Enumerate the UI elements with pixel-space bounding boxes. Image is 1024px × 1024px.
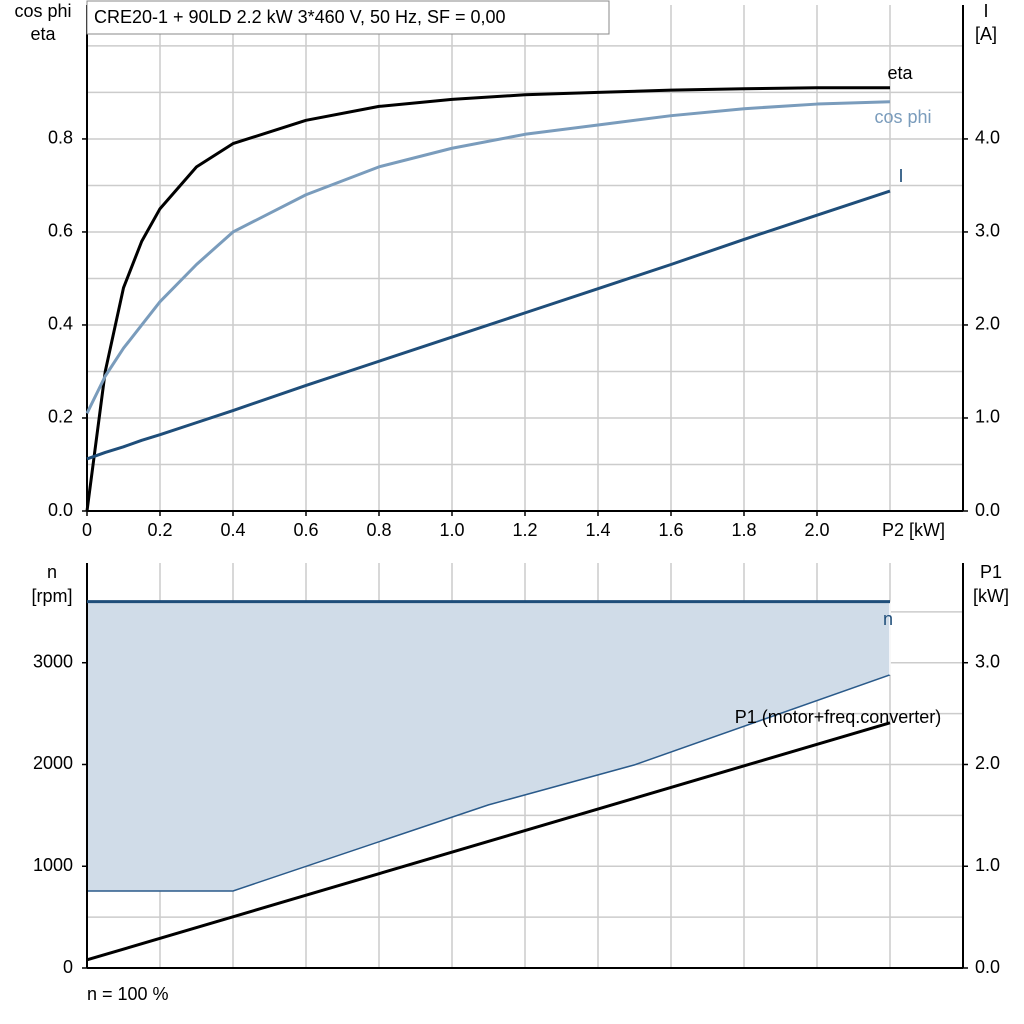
y-axis-label: n [47, 562, 57, 582]
y2-tick-label: 3.0 [975, 221, 1000, 241]
y-tick-label: 0 [63, 957, 73, 977]
series-label: I [898, 166, 903, 186]
series-label: P1 (motor+freq.converter) [735, 707, 942, 727]
note: n = 100 % [87, 984, 169, 1004]
range-lower-edge [87, 674, 891, 892]
chart-title: CRE20-1 + 90LD 2.2 kW 3*460 V, 50 Hz, SF… [94, 7, 506, 27]
y-tick-label: 0.6 [48, 221, 73, 241]
x-tick-label: 1.8 [731, 520, 756, 540]
x-tick-label: 0.2 [147, 520, 172, 540]
x-tick-label: 2.0 [804, 520, 829, 540]
x-tick-label: 1.2 [512, 520, 537, 540]
y-tick-label: 0.8 [48, 128, 73, 148]
series-label: eta [887, 63, 913, 83]
y2-tick-label: 2.0 [975, 314, 1000, 334]
x-tick-label: 1.0 [439, 520, 464, 540]
y2-tick-label: 4.0 [975, 128, 1000, 148]
x-axis-label: P2 [kW] [882, 520, 945, 540]
y2-tick-label: 1.0 [975, 855, 1000, 875]
operating-range [87, 601, 890, 891]
y-axis-label: [rpm] [31, 586, 72, 606]
y2-axis-label: I [983, 1, 988, 21]
x-tick-label: 0.6 [293, 520, 318, 540]
y-axis-label: eta [30, 24, 56, 44]
y-tick-label: 0.4 [48, 314, 73, 334]
y2-axis-label: [kW] [973, 586, 1009, 606]
y-tick-label: 0.0 [48, 500, 73, 520]
x-tick-label: 0.8 [366, 520, 391, 540]
x-tick-label: 1.6 [658, 520, 683, 540]
series-line [85, 100, 891, 414]
y-tick-label: 1000 [33, 855, 73, 875]
x-tick-label: 0 [82, 520, 92, 540]
series-line [86, 721, 891, 962]
y2-tick-label: 0.0 [975, 500, 1000, 520]
y2-tick-label: 0.0 [975, 957, 1000, 977]
series-line [85, 86, 890, 512]
series-label: n [883, 609, 893, 629]
y-axis-label: cos phi [14, 1, 71, 21]
y-tick-label: 2000 [33, 753, 73, 773]
y2-tick-label: 3.0 [975, 651, 1000, 671]
y-tick-label: 3000 [33, 651, 73, 671]
y2-axis-label: [A] [975, 24, 997, 44]
series-label: cos phi [874, 107, 931, 127]
x-tick-label: 0.4 [220, 520, 245, 540]
y-tick-label: 0.2 [48, 407, 73, 427]
title-box [86, 0, 610, 35]
series-line [86, 189, 891, 461]
x-tick-label: 1.4 [585, 520, 610, 540]
y2-tick-label: 2.0 [975, 753, 1000, 773]
y2-axis-label: P1 [980, 562, 1002, 582]
y2-tick-label: 1.0 [975, 407, 1000, 427]
